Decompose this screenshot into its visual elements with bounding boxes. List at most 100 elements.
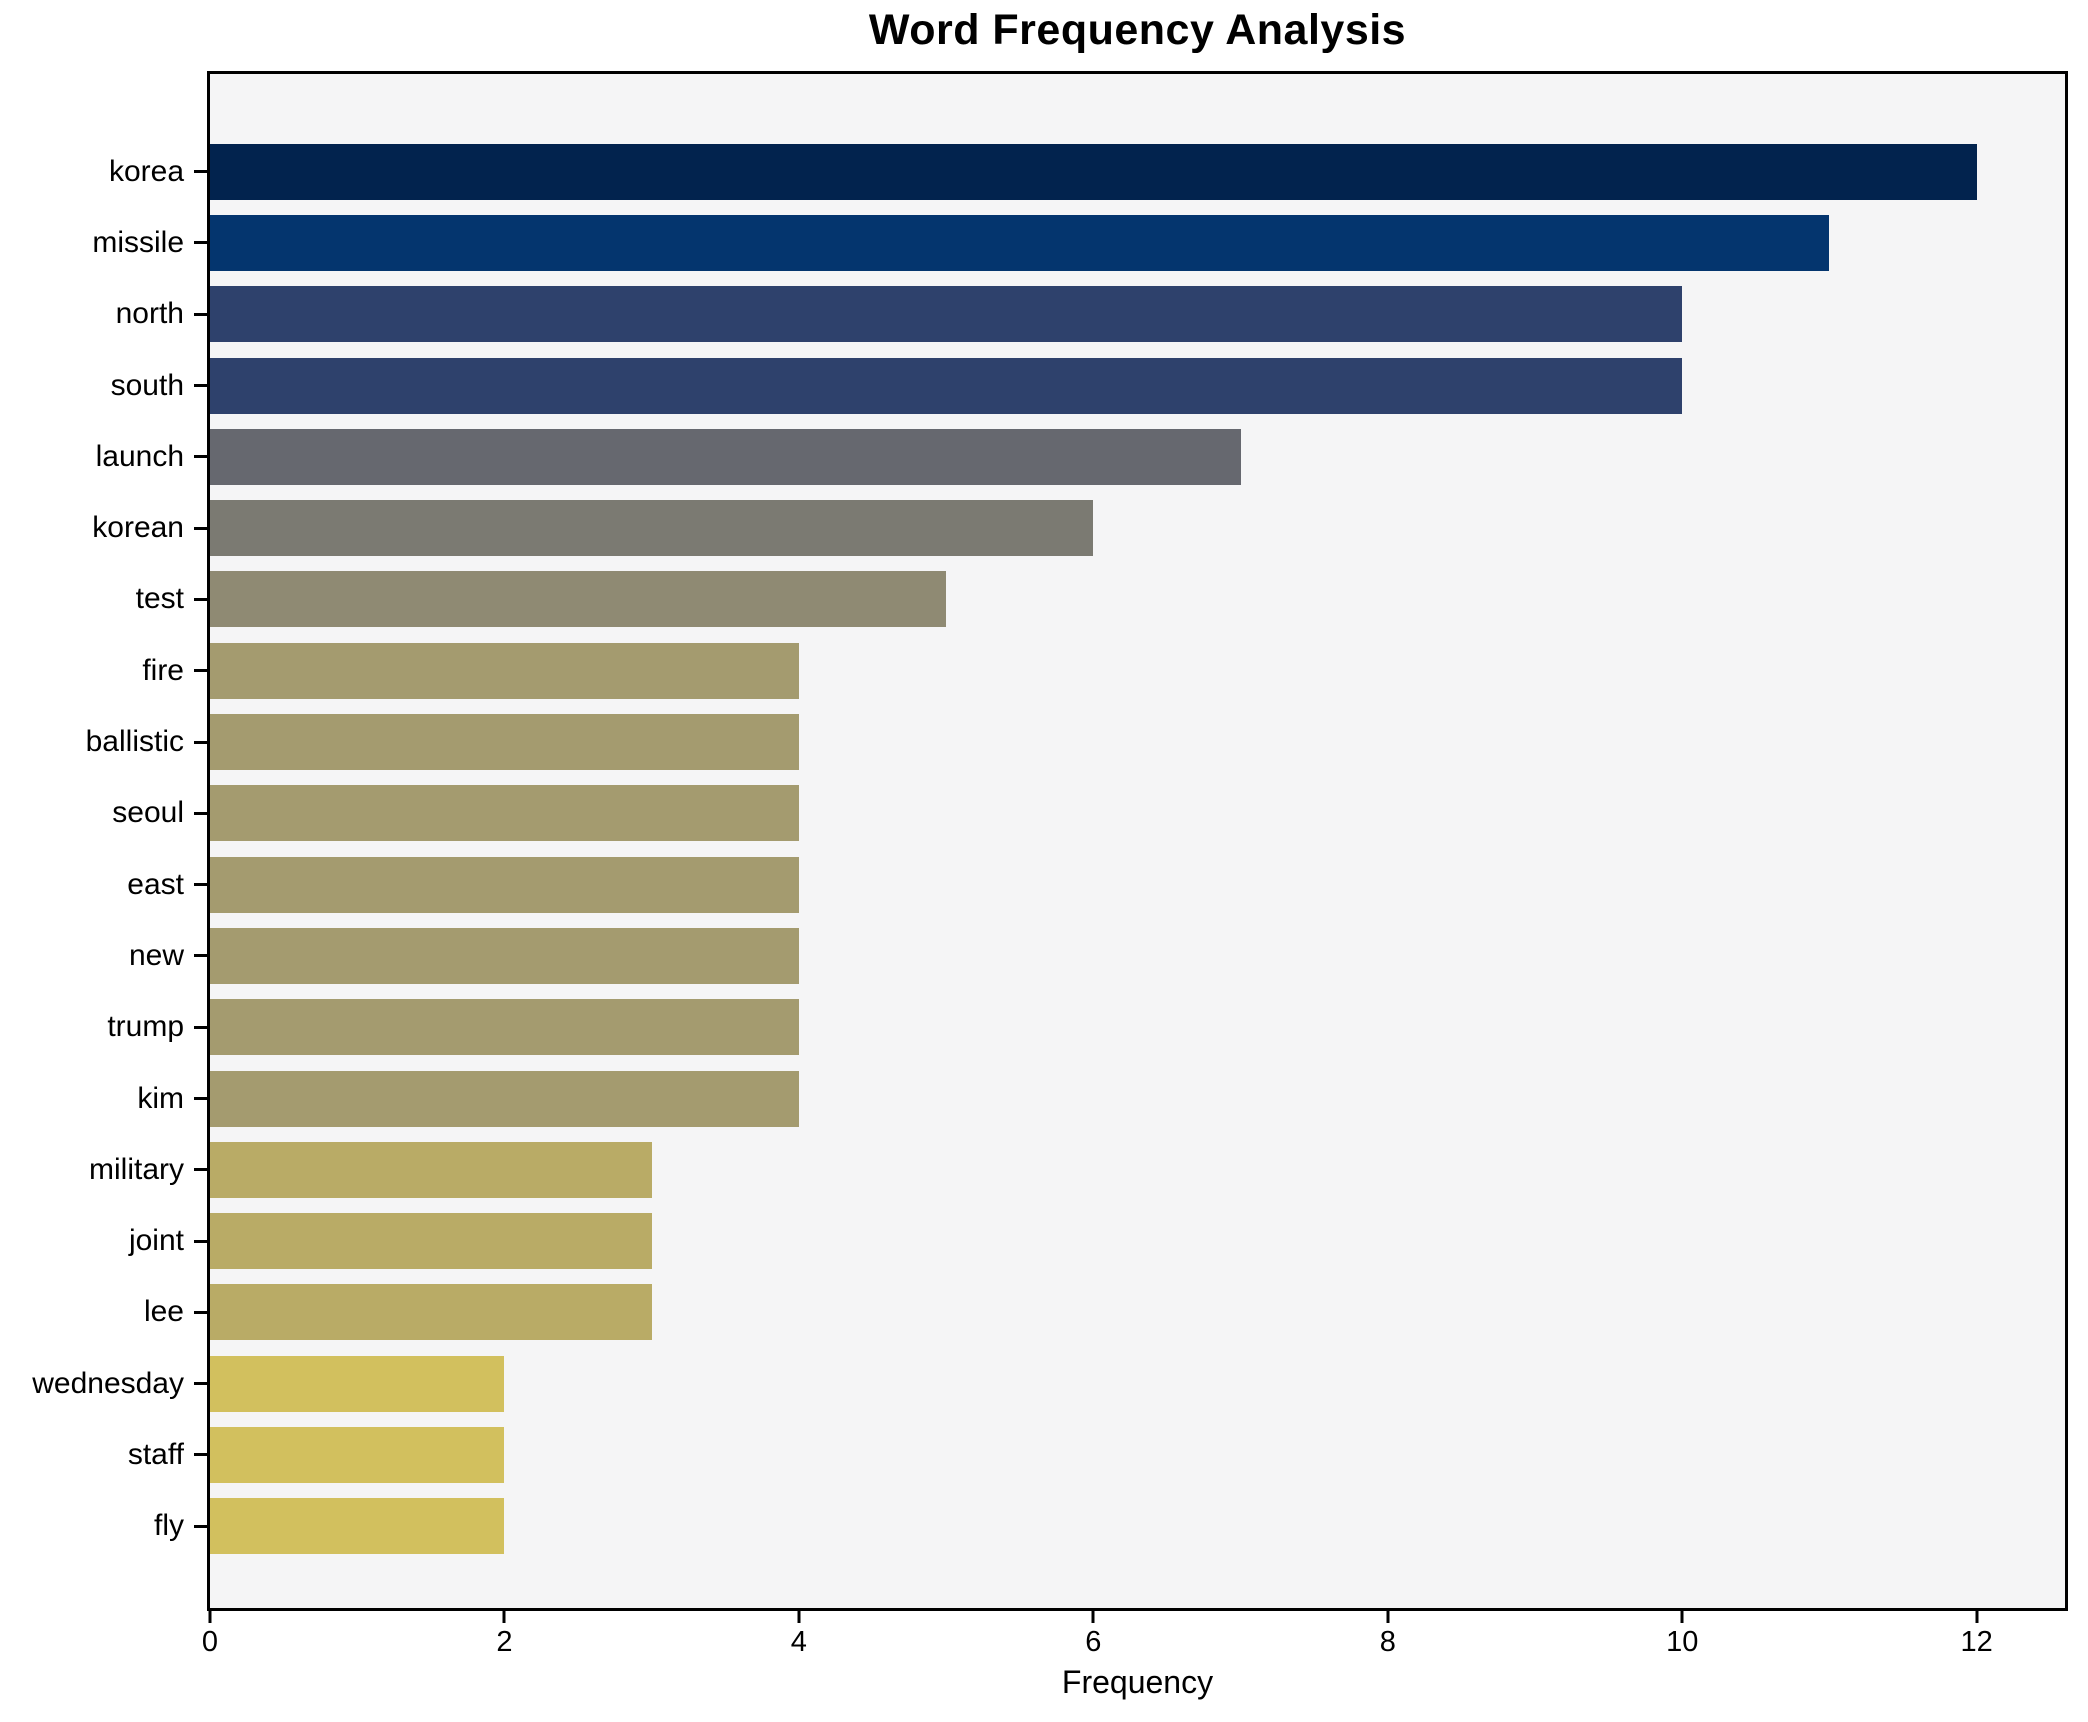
bar-row-seoul: seoul bbox=[0, 778, 2065, 849]
bar-track bbox=[210, 500, 2065, 557]
x-tick-mark bbox=[797, 1611, 801, 1623]
bar-lee bbox=[210, 1284, 652, 1341]
y-tick-label: seoul bbox=[112, 796, 184, 830]
bar-row-south: south bbox=[0, 350, 2065, 421]
bar-row-fire: fire bbox=[0, 635, 2065, 706]
x-tick-mark bbox=[208, 1611, 212, 1623]
x-tick-mark bbox=[502, 1611, 506, 1623]
y-tick-label: north bbox=[115, 297, 184, 331]
bar-military bbox=[210, 1141, 652, 1198]
bar-track bbox=[210, 1498, 2065, 1555]
y-tick-label: test bbox=[135, 582, 184, 616]
bar-row-east: east bbox=[0, 849, 2065, 920]
bar-fly bbox=[210, 1498, 505, 1555]
bar-track bbox=[210, 1141, 2065, 1198]
x-axis-ticks bbox=[208, 1611, 2065, 1625]
x-tick-mark bbox=[1975, 1611, 1979, 1623]
bar-track bbox=[210, 214, 2065, 271]
y-tick-label: ballistic bbox=[85, 725, 184, 759]
x-tick-label: 6 bbox=[1085, 1626, 1102, 1658]
bar-track bbox=[210, 927, 2065, 984]
y-tick-mark bbox=[194, 1025, 207, 1029]
y-tick-label: launch bbox=[95, 439, 184, 473]
x-tick-label: 4 bbox=[790, 1626, 807, 1658]
bar-row-test: test bbox=[0, 564, 2065, 635]
y-tick-label: missile bbox=[92, 225, 184, 259]
bar-new bbox=[210, 927, 799, 984]
bar-fire bbox=[210, 642, 799, 699]
y-tick-mark bbox=[194, 954, 207, 958]
y-tick-label: trump bbox=[107, 1010, 184, 1044]
y-tick-mark bbox=[194, 740, 207, 744]
x-axis-label: Frequency bbox=[1061, 1664, 1214, 1700]
y-tick-mark bbox=[194, 1524, 207, 1528]
y-tick-mark bbox=[194, 883, 207, 887]
y-tick-label: lee bbox=[143, 1295, 184, 1329]
y-tick-mark bbox=[194, 669, 207, 673]
x-tick-mark bbox=[1091, 1611, 1095, 1623]
bar-joint bbox=[210, 1213, 652, 1270]
x-tick-mark bbox=[1386, 1611, 1390, 1623]
y-tick-label: korea bbox=[108, 154, 184, 188]
bar-row-lee: lee bbox=[0, 1277, 2065, 1348]
y-tick-mark bbox=[194, 1168, 207, 1172]
bar-east bbox=[210, 856, 799, 913]
bar-track bbox=[210, 286, 2065, 343]
y-tick-mark bbox=[194, 1453, 207, 1457]
bar-row-wednesday: wednesday bbox=[0, 1348, 2065, 1419]
x-tick-label: 2 bbox=[496, 1626, 513, 1658]
x-tick-label: 0 bbox=[201, 1626, 219, 1658]
bar-row-kim: kim bbox=[0, 1063, 2065, 1134]
bar-row-missile: missile bbox=[0, 207, 2065, 278]
bar-south bbox=[210, 357, 1683, 414]
bar-track bbox=[210, 571, 2065, 628]
x-tick-label: 10 bbox=[1666, 1626, 1699, 1658]
y-tick-label: korean bbox=[92, 511, 184, 545]
bar-row-launch: launch bbox=[0, 421, 2065, 492]
y-tick-mark bbox=[194, 1239, 207, 1243]
y-tick-label: fire bbox=[142, 653, 184, 687]
y-tick-mark bbox=[194, 312, 207, 316]
x-axis-tick-labels: 0 2 4 6 8 10 12 bbox=[202, 1626, 2065, 1662]
bar-row-joint: joint bbox=[0, 1205, 2065, 1276]
x-tick-label: 12 bbox=[1960, 1626, 1993, 1658]
bar-track bbox=[210, 785, 2065, 842]
bar-korea bbox=[210, 143, 1977, 200]
bar-row-korea: korea bbox=[0, 136, 2065, 207]
y-tick-label: fly bbox=[154, 1509, 184, 1543]
bar-track bbox=[210, 642, 2065, 699]
y-tick-mark bbox=[194, 384, 207, 388]
bar-north bbox=[210, 286, 1683, 343]
y-tick-label: south bbox=[110, 368, 184, 402]
x-tick-label: 8 bbox=[1379, 1626, 1396, 1658]
y-tick-mark bbox=[194, 597, 207, 601]
bar-track bbox=[210, 999, 2065, 1056]
bar-track bbox=[210, 1070, 2065, 1127]
y-tick-mark bbox=[194, 526, 207, 530]
bar-test bbox=[210, 571, 947, 628]
y-tick-label: staff bbox=[127, 1437, 184, 1471]
bar-row-trump: trump bbox=[0, 992, 2065, 1063]
y-tick-mark bbox=[194, 241, 207, 245]
chart-title: Word Frequency Analysis bbox=[868, 6, 1407, 54]
bar-track bbox=[210, 1355, 2065, 1412]
bar-launch bbox=[210, 428, 1241, 485]
y-tick-label: east bbox=[127, 867, 184, 901]
bar-row-new: new bbox=[0, 920, 2065, 991]
y-tick-label: wednesday bbox=[32, 1366, 184, 1400]
bar-korean bbox=[210, 500, 1094, 557]
bar-track bbox=[210, 357, 2065, 414]
bar-track bbox=[210, 714, 2065, 771]
bar-track bbox=[210, 1284, 2065, 1341]
bar-track bbox=[210, 856, 2065, 913]
bar-track bbox=[210, 143, 2065, 200]
y-tick-label: military bbox=[89, 1152, 184, 1186]
y-tick-label: new bbox=[128, 938, 184, 972]
y-tick-mark bbox=[194, 1310, 207, 1314]
bar-track bbox=[210, 1426, 2065, 1483]
bar-wednesday bbox=[210, 1355, 505, 1412]
bar-rows: korea missile north south launch korean test fi… bbox=[0, 71, 2065, 1611]
y-tick-mark bbox=[194, 170, 207, 174]
bar-row-staff: staff bbox=[0, 1419, 2065, 1490]
